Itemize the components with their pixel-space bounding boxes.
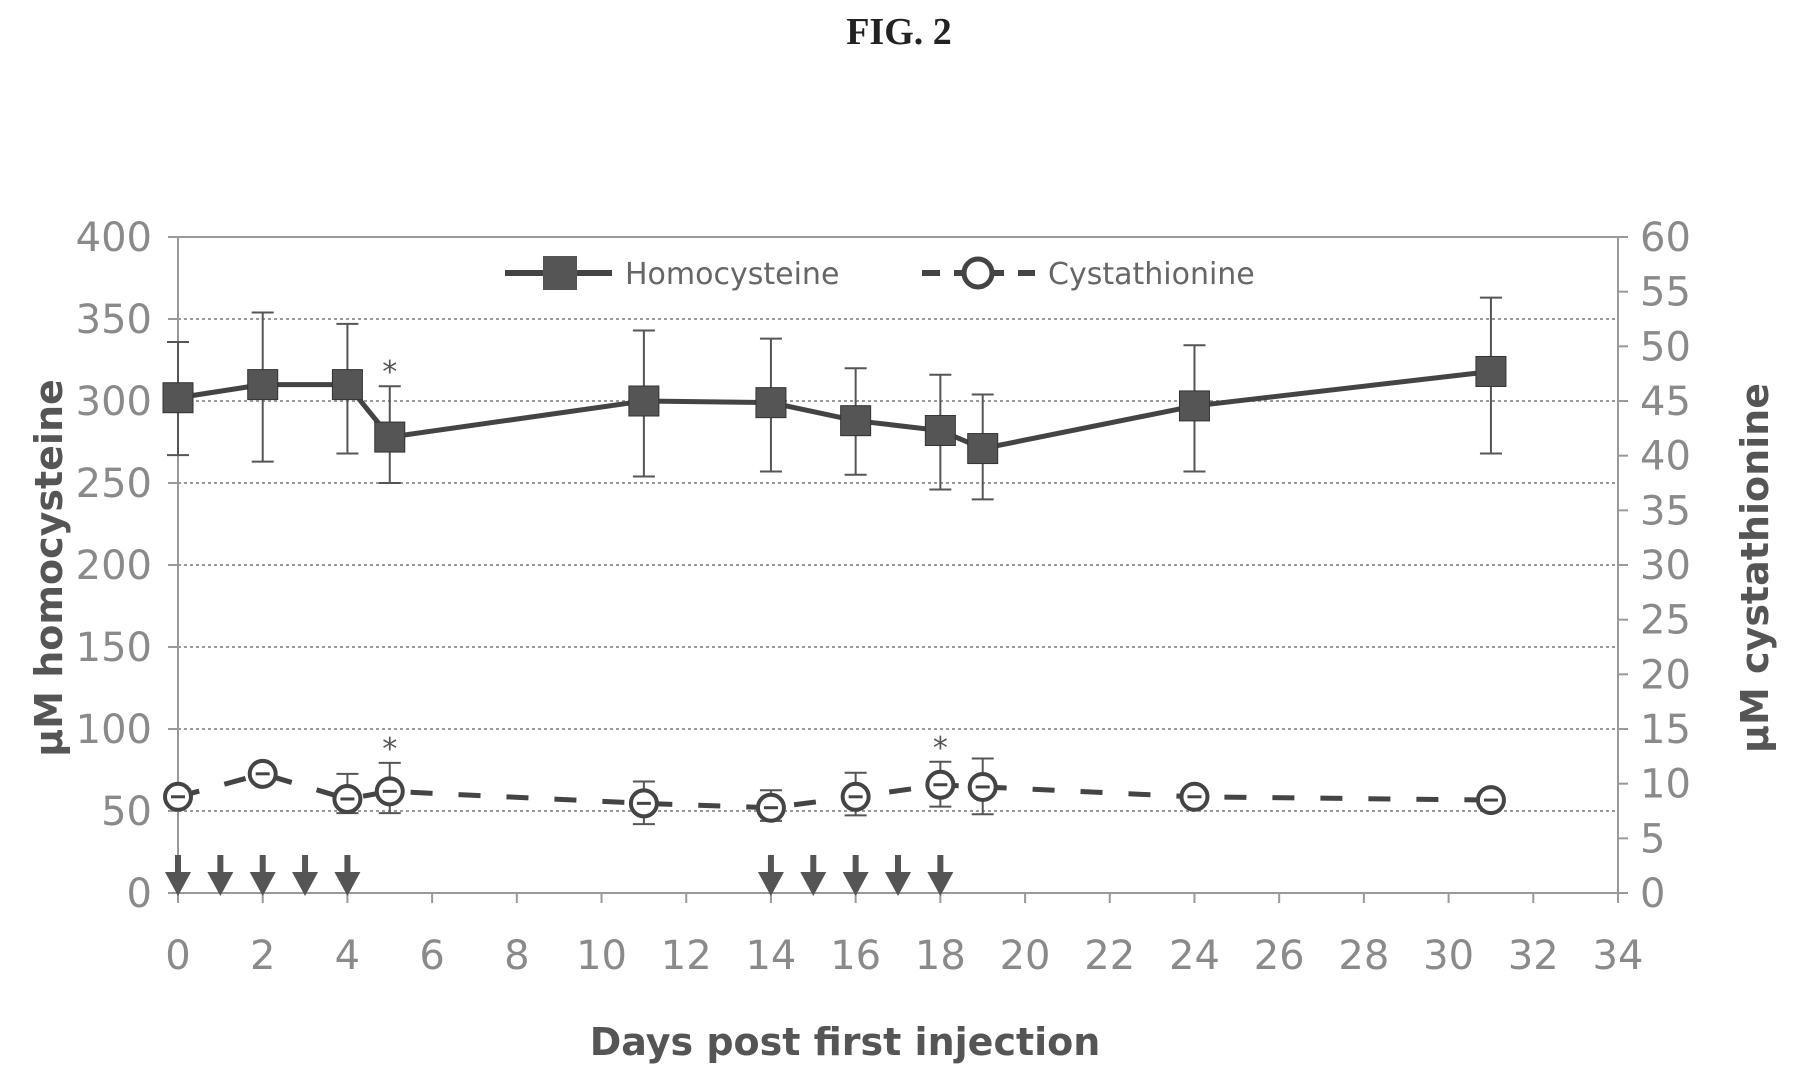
figure-label: FIG. 2 <box>846 11 952 53</box>
series-layer: * * * <box>162 296 1507 826</box>
y2-tick-label: 10 <box>1640 762 1691 808</box>
y2-tick-label: 50 <box>1640 324 1691 370</box>
y2-tick-label: 5 <box>1640 816 1665 862</box>
legend-homocysteine-marker <box>543 256 577 290</box>
injection-arrow-head <box>334 872 361 896</box>
injection-arrow <box>757 855 784 896</box>
x-tick-label: 6 <box>419 933 444 979</box>
data-point-homocysteine <box>628 385 660 417</box>
x-tick-label: 20 <box>1000 933 1051 979</box>
y-tick-label: 400 <box>76 215 152 261</box>
y2-tick-label: 0 <box>1640 871 1665 917</box>
x-tick-label: 30 <box>1423 933 1474 979</box>
injection-arrow <box>249 855 276 896</box>
legend-cystathionine-marker <box>961 256 995 290</box>
x-tick-label: 28 <box>1338 933 1389 979</box>
x-tick-label: 14 <box>745 933 796 979</box>
x-tick-label: 32 <box>1508 933 1559 979</box>
data-point-homocysteine <box>967 433 999 465</box>
y2-tick-label: 20 <box>1640 652 1691 698</box>
y2-tick-label: 40 <box>1640 434 1691 480</box>
data-point-homocysteine <box>924 415 956 447</box>
injection-arrow <box>165 855 191 896</box>
grid <box>168 236 1628 903</box>
y-tick-label: 250 <box>76 461 152 507</box>
data-point-homocysteine <box>247 369 279 401</box>
y2-tick-label: 30 <box>1640 543 1691 589</box>
injection-arrows <box>165 855 954 896</box>
legend: Homocysteine Cystathionine <box>505 256 1255 292</box>
y2-tick-label: 45 <box>1640 379 1691 425</box>
y2-tick-label: 15 <box>1640 707 1691 753</box>
data-point-homocysteine <box>1475 355 1507 387</box>
injection-arrow-head <box>885 872 911 896</box>
y-tick-label: 350 <box>76 297 152 343</box>
y2-tick-label: 35 <box>1640 488 1691 534</box>
x-tick-label: 0 <box>165 933 190 979</box>
y-axis-title-left: µM homocysteine <box>27 379 71 757</box>
series-homocysteine <box>162 296 1507 501</box>
y-axis-left: 0 50 100 150 200 250 300 350 400 <box>76 215 152 917</box>
legend-cystathionine-label: Cystathionine <box>1048 257 1255 292</box>
injection-arrow-head <box>249 872 276 896</box>
x-tick-label: 16 <box>830 933 881 979</box>
legend-homocysteine-label: Homocysteine <box>625 257 839 292</box>
x-tick-label: 12 <box>661 933 712 979</box>
data-point-homocysteine <box>840 405 872 437</box>
y-axis-right: 0 5 10 15 20 25 30 35 40 45 50 55 60 <box>1640 215 1691 917</box>
injection-arrow <box>292 855 319 896</box>
x-axis-title: Days post first injection <box>590 1020 1101 1064</box>
x-tick-label: 10 <box>576 933 627 979</box>
significance-star: * <box>382 355 397 390</box>
significance-star: * <box>933 731 948 766</box>
data-point-homocysteine <box>374 421 406 453</box>
y-tick-label: 100 <box>76 707 152 753</box>
x-tick-label: 8 <box>504 933 529 979</box>
data-point-homocysteine <box>162 382 194 414</box>
injection-arrow-head <box>207 872 234 896</box>
injection-arrow <box>885 855 911 896</box>
y2-tick-label: 55 <box>1640 270 1691 316</box>
y-tick-label: 150 <box>76 625 152 671</box>
data-point-homocysteine <box>755 387 787 419</box>
injection-arrow <box>927 855 954 896</box>
y-tick-label: 200 <box>76 543 152 589</box>
x-axis: 0 2 4 6 8 10 12 14 16 18 20 22 24 26 28 30 32 34 <box>165 933 1643 979</box>
injection-arrow-head <box>292 872 319 896</box>
y2-tick-label: 60 <box>1640 215 1691 261</box>
data-point-homocysteine <box>331 369 363 401</box>
y-tick-label: 50 <box>101 789 152 835</box>
injection-arrow <box>334 855 361 896</box>
y-tick-label: 300 <box>76 379 152 425</box>
series-cystathionine <box>163 757 1506 826</box>
y-tick-label: 0 <box>127 871 152 917</box>
injection-arrow <box>842 855 869 896</box>
significance-star: * <box>382 732 397 767</box>
injection-arrow-head <box>757 872 784 896</box>
x-tick-label: 2 <box>250 933 275 979</box>
y-axis-title-right: µM cystathionine <box>1733 383 1777 753</box>
x-tick-label: 26 <box>1254 933 1305 979</box>
injection-arrow-head <box>842 872 869 896</box>
injection-arrow-head <box>165 872 191 896</box>
x-tick-label: 34 <box>1593 933 1644 979</box>
injection-arrow-head <box>800 872 827 896</box>
x-tick-label: 18 <box>915 933 966 979</box>
x-tick-label: 22 <box>1084 933 1135 979</box>
injection-arrow <box>207 855 234 896</box>
x-tick-label: 24 <box>1169 933 1220 979</box>
x-tick-label: 4 <box>335 933 360 979</box>
data-point-homocysteine <box>1178 390 1210 422</box>
y2-tick-label: 25 <box>1640 598 1691 644</box>
series-line-cystathionine <box>177 771 1491 811</box>
injection-arrow-head <box>927 872 954 896</box>
injection-arrow <box>800 855 827 896</box>
